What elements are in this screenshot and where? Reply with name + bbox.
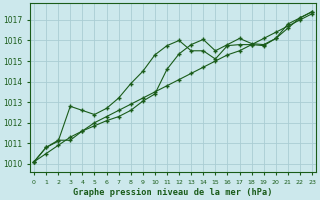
X-axis label: Graphe pression niveau de la mer (hPa): Graphe pression niveau de la mer (hPa) [73,188,273,197]
